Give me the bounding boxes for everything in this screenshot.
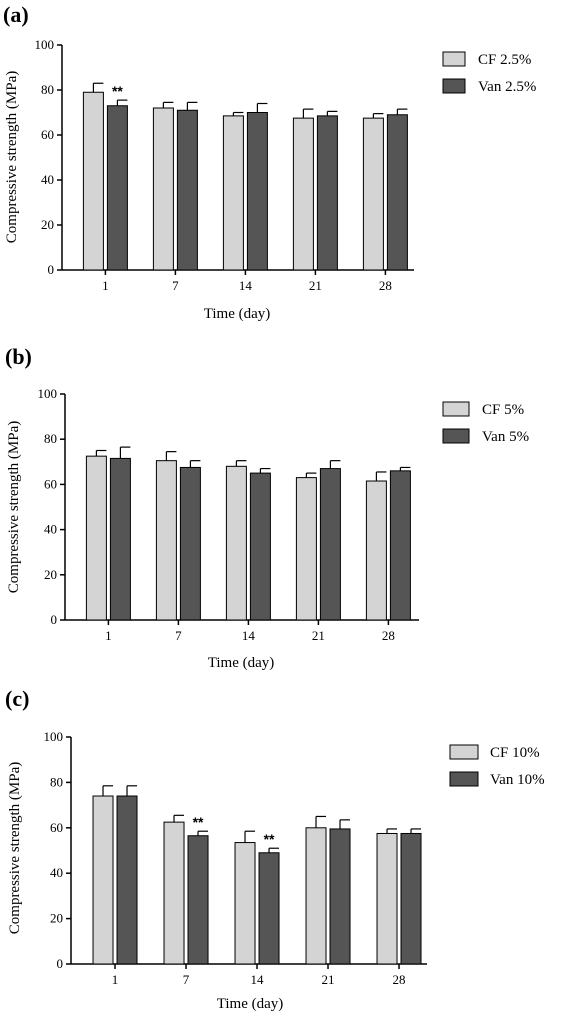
panel-a-plot-area: 0 20 40 60 80 100 1 7 14 21 28 ** xyxy=(35,37,414,293)
x-tick-label: 28 xyxy=(393,972,406,987)
bar-cf xyxy=(292,117,314,271)
x-tick-label: 28 xyxy=(379,278,392,293)
bar-van xyxy=(258,852,280,965)
x-tick-label: 1 xyxy=(105,628,112,643)
y-tick-label: 100 xyxy=(38,386,58,401)
x-tick-label: 1 xyxy=(102,278,109,293)
x-tick-label: 21 xyxy=(322,972,335,987)
bar-van xyxy=(179,466,201,621)
legend-swatch-cf xyxy=(442,401,470,417)
bar-cf xyxy=(85,455,107,621)
y-tick-label: 60 xyxy=(50,820,63,835)
bar-cf xyxy=(376,832,398,965)
panel-c: (c) Compressive strength (MPa) Time (day… xyxy=(5,686,545,1012)
bar-cf xyxy=(152,107,174,271)
legend-label-van: Van 10% xyxy=(490,772,545,788)
y-tick-label: 40 xyxy=(50,865,63,880)
legend-label-cf: CF 2.5% xyxy=(478,52,531,68)
y-tick-label: 0 xyxy=(57,956,64,971)
bar-cf xyxy=(155,460,177,621)
bar-van xyxy=(249,472,271,621)
bar-cf xyxy=(234,842,256,965)
y-tick-label: 20 xyxy=(44,567,57,582)
panel-a: (a) Compressive strength (MPa) Time (day… xyxy=(3,2,536,322)
y-tick-label: 80 xyxy=(44,431,57,446)
panel-c-y-axis-title: Compressive strength (MPa) xyxy=(7,762,23,934)
bar-cf xyxy=(163,821,185,965)
y-tick-label: 80 xyxy=(41,82,54,97)
significance-marker: ** xyxy=(264,831,275,847)
legend-swatch-cf xyxy=(442,51,466,67)
bar-van xyxy=(176,109,198,271)
panel-b-legend: CF 5% Van 5% xyxy=(442,401,529,445)
x-tick-label: 7 xyxy=(183,972,190,987)
x-tick-label: 28 xyxy=(382,628,395,643)
panel-c-x-axis-title: Time (day) xyxy=(217,996,284,1012)
bar-van xyxy=(187,835,209,965)
bar-cf xyxy=(222,115,244,271)
bar-van xyxy=(386,114,408,271)
x-tick-label: 14 xyxy=(251,972,265,987)
panel-a-label: (a) xyxy=(3,2,29,27)
panel-a-y-axis-title: Compressive strength (MPa) xyxy=(4,71,20,243)
bar-van xyxy=(116,795,138,965)
x-tick-label: 21 xyxy=(309,278,322,293)
legend-swatch-van xyxy=(449,771,479,787)
bar-van xyxy=(389,470,411,621)
legend-label-cf: CF 10% xyxy=(490,745,540,761)
y-tick-label: 20 xyxy=(41,217,54,232)
bar-cf xyxy=(225,465,247,621)
bar-van xyxy=(329,828,351,965)
y-tick-label: 40 xyxy=(44,522,57,537)
y-tick-label: 0 xyxy=(51,612,58,627)
bar-van xyxy=(106,105,128,271)
panel-a-x-axis-title: Time (day) xyxy=(204,306,271,322)
bar-van xyxy=(316,115,338,271)
bar-cf xyxy=(305,827,327,965)
y-tick-label: 80 xyxy=(50,774,63,789)
legend-label-van: Van 5% xyxy=(482,429,529,445)
bar-van xyxy=(319,468,341,621)
x-tick-label: 21 xyxy=(312,628,325,643)
y-tick-label: 60 xyxy=(44,476,57,491)
legend-swatch-van xyxy=(442,428,470,444)
bar-cf xyxy=(295,477,317,621)
x-tick-label: 14 xyxy=(242,628,256,643)
y-tick-label: 100 xyxy=(44,729,64,744)
legend-swatch-van xyxy=(442,78,466,94)
y-tick-label: 40 xyxy=(41,172,54,187)
panel-b-label: (b) xyxy=(5,344,32,369)
bar-van xyxy=(400,832,422,965)
x-tick-label: 7 xyxy=(175,628,182,643)
bar-van xyxy=(246,112,268,271)
bar-cf xyxy=(92,795,114,965)
panel-b-plot-area: 0 20 40 60 80 100 1 7 14 21 28 xyxy=(38,386,419,643)
x-tick-label: 14 xyxy=(239,278,253,293)
legend-swatch-cf xyxy=(449,744,479,760)
x-tick-label: 1 xyxy=(112,972,119,987)
y-tick-label: 0 xyxy=(48,262,55,277)
y-tick-label: 100 xyxy=(35,37,55,52)
panel-b-x-axis-title: Time (day) xyxy=(208,655,275,671)
y-tick-label: 20 xyxy=(50,911,63,926)
significance-marker: ** xyxy=(112,83,123,99)
bar-cf xyxy=(82,91,104,271)
bar-cf xyxy=(365,480,387,621)
panel-b-y-axis-title: Compressive strength (MPa) xyxy=(6,421,22,593)
legend-label-van: Van 2.5% xyxy=(478,79,536,95)
panel-b: (b) Compressive strength (MPa) Time (day… xyxy=(5,344,529,671)
panel-c-legend: CF 10% Van 10% xyxy=(449,744,545,788)
significance-marker: ** xyxy=(193,814,204,830)
panel-a-legend: CF 2.5% Van 2.5% xyxy=(442,51,536,95)
panel-c-label: (c) xyxy=(5,686,29,711)
panel-c-plot-area: 0 20 40 60 80 100 1 7 14 21 28 ** ** xyxy=(44,729,427,987)
y-tick-label: 60 xyxy=(41,127,54,142)
bar-van xyxy=(109,457,131,621)
legend-label-cf: CF 5% xyxy=(482,402,524,418)
bar-cf xyxy=(362,117,384,271)
x-tick-label: 7 xyxy=(172,278,179,293)
